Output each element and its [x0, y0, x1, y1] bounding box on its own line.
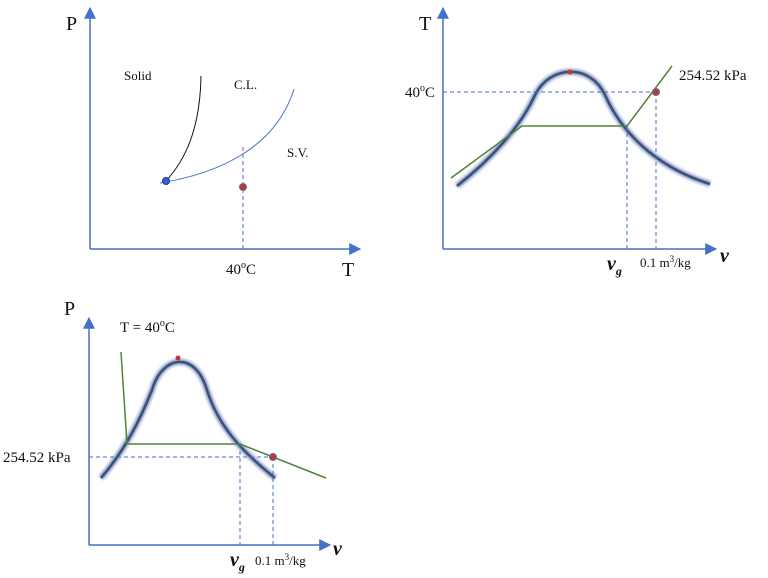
- tv-x-axis-label: v: [720, 245, 730, 267]
- pt-region-solid: Solid: [124, 68, 152, 83]
- tv-saturation-dome: [456, 70, 711, 187]
- tv-y-axis-label: T: [419, 13, 431, 35]
- pv-critical-point: [175, 355, 181, 361]
- pv-diagram: P v T = 40oC 254.52 kPa vg 0.1 m3/kg: [3, 298, 343, 574]
- pt-state-point: [239, 183, 247, 191]
- pv-specific-volume-label: 0.1 m3/kg: [255, 552, 306, 568]
- pv-isotherm: [120, 351, 327, 479]
- pv-x-axis-label: v: [333, 538, 343, 560]
- tv-isobar: [450, 65, 673, 179]
- pv-saturation-dome-glow: [98, 358, 277, 481]
- pt-temperature-label: 40oC: [226, 260, 256, 278]
- tv-vg-label: vg: [607, 253, 622, 278]
- pv-saturation-dome: [100, 360, 276, 479]
- tv-specific-volume-label: 0.1 m3/kg: [640, 254, 691, 270]
- pt-region-liquid: C.L.: [234, 77, 257, 92]
- pv-vg-label: vg: [230, 549, 245, 574]
- tv-critical-point: [567, 69, 573, 75]
- pt-region-vapor: S.V.: [287, 145, 308, 160]
- pv-isotherm-label: T = 40oC: [120, 318, 175, 336]
- pv-pressure-label: 254.52 kPa: [3, 450, 71, 466]
- pt-fusion-curve: [165, 75, 202, 182]
- pt-vaporization-curve: [159, 88, 295, 184]
- tv-pressure-label: 254.52 kPa: [679, 68, 747, 84]
- pv-y-axis-label: P: [64, 298, 75, 320]
- pt-y-axis-label: P: [66, 13, 77, 35]
- tv-state-point: [652, 88, 660, 96]
- tv-diagram: T v 40oC 254.52 kPa vg 0.1 m3/kg: [405, 6, 747, 278]
- pv-state-point: [269, 453, 277, 461]
- pt-diagram: P T Solid C.L. S.V. 40oC: [66, 6, 362, 281]
- pt-x-axis-label: T: [342, 259, 354, 281]
- pt-triple-point: [162, 177, 170, 185]
- tv-temperature-label: 40oC: [405, 83, 435, 101]
